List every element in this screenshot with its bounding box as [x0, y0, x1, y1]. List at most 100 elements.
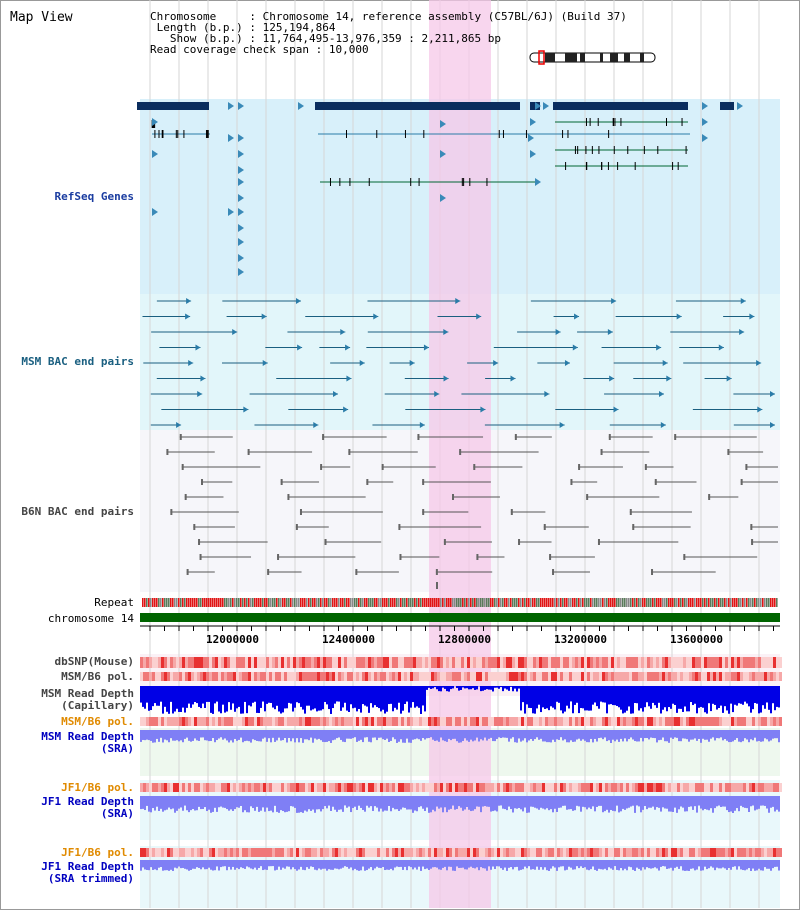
b6n-bac-end-marker	[399, 554, 402, 560]
msm-sra-depth-bar	[284, 730, 286, 739]
track-label-refseq[interactable]: RefSeq Genes	[54, 190, 134, 203]
jf1-sra-depth-bar	[684, 796, 686, 812]
msm-sra-depth-bar	[652, 730, 654, 738]
jf1-trimmed-depth-bar	[174, 860, 176, 868]
refseq-strand-arrow	[702, 102, 708, 110]
repeat-element	[360, 598, 362, 607]
track-label-msm-depth-sra-1: MSM Read Depth	[41, 730, 134, 743]
dbsnp-density-cell	[539, 657, 542, 668]
jf1-sra-depth-bar	[298, 796, 300, 813]
msm-sra-depth-bar	[454, 730, 456, 739]
repeat-element	[770, 598, 772, 607]
jf1-sra-depth-bar	[232, 796, 234, 811]
msm-capillary-depth-bar	[244, 686, 246, 702]
jf1-sra-depth-bar	[254, 796, 256, 811]
repeat-element	[464, 598, 466, 607]
msm-capillary-depth-bar	[370, 686, 372, 704]
jf1-sra-depth-bar	[732, 796, 734, 813]
msm-sra-depth-bar	[252, 730, 254, 740]
repeat-element	[646, 598, 648, 607]
jf1-sra-depth-bar	[770, 796, 772, 808]
jf1-trimmed-depth-bar	[534, 860, 536, 870]
b6n-bac-end-marker	[644, 464, 647, 470]
jf1-b6-pol-trimmed-cell	[230, 848, 233, 857]
jf1-trimmed-depth-bar	[526, 860, 528, 869]
msm-sra-depth-bar	[594, 730, 596, 739]
msm-bac-end-marker	[443, 375, 449, 382]
jf1-trimmed-depth-bar	[354, 860, 356, 869]
msm-capillary-depth-bar	[332, 686, 334, 709]
jf1-b6-pol-cell	[440, 783, 443, 792]
jf1-b6-pol-cell	[494, 783, 497, 792]
msm-b6-pol-sra-cell	[209, 717, 212, 726]
jf1-b6-pol-trimmed-cell	[194, 848, 197, 857]
repeat-element	[212, 598, 214, 607]
jf1-sra-depth-bar	[196, 796, 198, 811]
b6n-bac-end-marker	[267, 569, 270, 575]
msm-b6-pol-cell	[215, 672, 218, 681]
msm-sra-depth-bar	[218, 730, 220, 739]
msm-b6-pol-sra-cell	[284, 717, 287, 726]
jf1-trimmed-depth-bar	[704, 860, 706, 867]
jf1-sra-depth-bar	[530, 796, 532, 807]
refseq-strand-arrow	[238, 166, 244, 174]
jf1-sra-depth-bar	[768, 796, 770, 813]
jf1-trimmed-depth-bar	[466, 860, 468, 870]
msm-b6-pol-cell	[770, 672, 773, 681]
jf1-trimmed-depth-bar	[286, 860, 288, 867]
msm-sra-depth-bar	[144, 730, 146, 741]
msm-capillary-depth-bar	[520, 686, 522, 711]
dbsnp-density-cell	[575, 657, 578, 668]
msm-b6-pol-sra-cell	[494, 717, 497, 726]
jf1-b6-pol-trimmed-cell	[686, 848, 689, 857]
msm-capillary-depth-bar	[174, 686, 176, 712]
jf1-b6-pol-cell	[182, 783, 185, 792]
jf1-sra-depth-bar	[282, 796, 284, 812]
msm-bac-end-marker	[343, 406, 349, 413]
repeat-element	[668, 598, 670, 607]
jf1-sra-depth-bar	[406, 796, 408, 810]
msm-capillary-depth-bar	[254, 686, 256, 702]
msm-capillary-depth-bar	[146, 686, 148, 703]
dbsnp-density-cell	[749, 657, 752, 668]
msm-b6-pol-sra-cell	[344, 717, 347, 726]
msm-capillary-depth-bar	[216, 686, 218, 702]
dbsnp-density-cell	[674, 657, 677, 668]
dbsnp-density-cell	[683, 657, 686, 668]
dbsnp-density-cell	[521, 657, 524, 668]
jf1-sra-depth-bar	[596, 796, 598, 807]
msm-sra-depth-bar	[720, 730, 722, 738]
msm-sra-depth-bar	[696, 730, 698, 741]
msm-sra-depth-bar	[768, 730, 770, 742]
msm-capillary-depth-bar	[582, 686, 584, 709]
track-label-jf1-b6-pol-1: JF1/B6 pol.	[61, 781, 134, 794]
jf1-b6-pol-cell	[266, 783, 269, 792]
jf1-sra-depth-bar	[258, 796, 260, 812]
msm-b6-pol-sra-cell	[647, 717, 650, 726]
msm-sra-depth-bar	[676, 730, 678, 738]
jf1-b6-pol-trimmed-cell	[590, 848, 593, 857]
jf1-b6-pol-trimmed-cell	[170, 848, 173, 857]
msm-sra-depth-bar	[420, 730, 422, 741]
msm-sra-depth-bar	[658, 730, 660, 741]
dbsnp-density-cell	[419, 657, 422, 668]
jf1-b6-pol-trimmed-cell	[593, 848, 596, 857]
msm-capillary-depth-bar	[380, 686, 382, 712]
msm-capillary-depth-bar	[536, 686, 538, 709]
repeat-element	[286, 598, 288, 607]
track-label-msm-b6-pol-2: MSM/B6 pol.	[61, 715, 134, 728]
msm-sra-depth-bar	[362, 730, 364, 743]
msm-b6-pol-sra-cell	[509, 717, 512, 726]
track-label-msm-bac[interactable]: MSM BAC end pairs	[21, 355, 134, 368]
b6n-bac-end-marker	[184, 494, 187, 500]
repeat-element	[380, 598, 382, 607]
jf1-trimmed-depth-bar	[160, 860, 162, 868]
msm-sra-depth-bar	[598, 730, 600, 739]
jf1-b6-pol-trimmed-cell	[728, 848, 731, 857]
repeat-element	[692, 598, 694, 607]
msm-b6-pol-cell	[164, 672, 167, 681]
msm-capillary-depth-bar	[452, 686, 454, 689]
track-label-b6n-bac[interactable]: B6N BAC end pairs	[21, 505, 134, 518]
dbsnp-density-cell	[617, 657, 620, 668]
